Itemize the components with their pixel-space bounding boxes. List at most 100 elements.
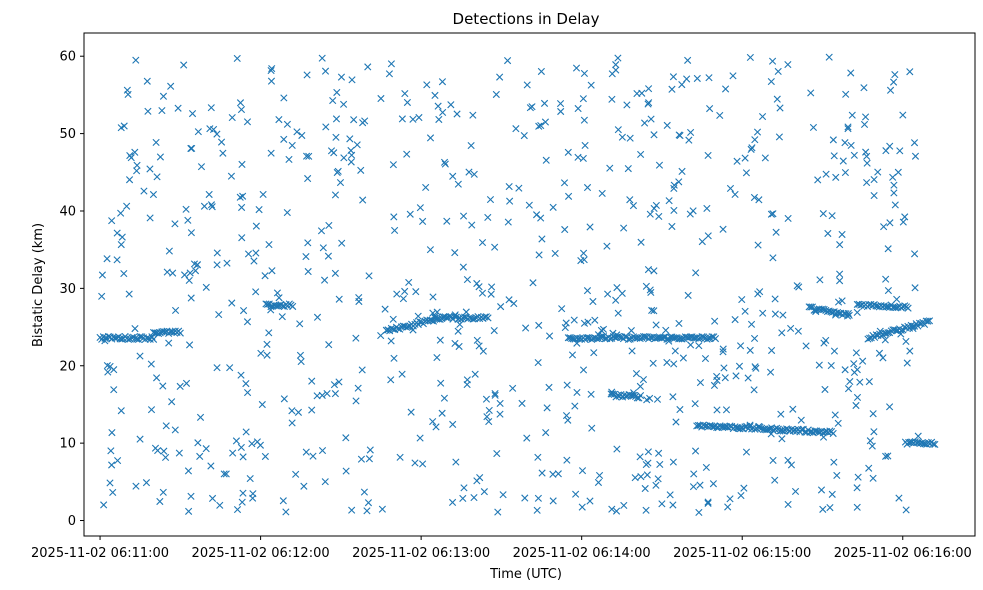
detection-point [302,152,311,160]
detection-point [563,456,571,464]
detection-point [711,317,719,325]
detection-point [632,370,641,378]
detection-point [538,469,546,477]
detection-point [836,241,844,249]
detection-point [107,447,115,455]
detection-point [332,115,341,123]
detection-point [484,213,492,222]
detection-point [644,85,653,93]
detection-point [906,68,914,76]
detection-point [862,148,870,156]
detection-point [608,95,616,103]
detection-point [485,406,493,415]
detection-point [438,409,446,417]
detection-point [580,116,588,124]
detection-point [562,411,571,420]
detection-point [588,424,596,432]
detection-point [120,122,128,130]
detection-point [628,347,636,355]
detection-point [608,505,616,513]
detection-point [578,467,587,475]
detection-point [776,104,784,112]
detection-point [317,227,326,235]
detection-point [698,238,706,246]
detection-point [308,377,316,385]
detection-point [535,321,543,329]
detection-point [391,226,399,235]
detection-point [454,180,462,188]
detection-point [844,385,853,393]
detection-point [491,390,499,398]
detection-point [870,428,878,436]
detection-point [515,184,523,192]
detection-point [535,251,543,259]
detection-point [426,134,435,142]
detection-point [580,319,589,327]
detection-point [196,452,204,460]
y-tick-label: 0 [68,514,76,529]
detection-point [267,77,276,85]
detection-point [719,348,727,356]
detection-point [364,499,373,507]
x-tick-label: 2025-11-02 06:16:00 [834,546,972,561]
detection-point [724,503,732,511]
detection-point [761,154,769,162]
detection-point [641,119,649,127]
detection-point [475,342,483,350]
detection-point [709,480,717,488]
detection-point [769,254,777,262]
detection-point [154,329,163,338]
detection-point [385,70,394,78]
detection-point [859,357,867,365]
detection-point [470,493,478,502]
detection-point [754,241,762,249]
detection-point [874,168,882,176]
detection-point [583,287,592,295]
detection-point [650,131,658,139]
detection-point [305,152,313,160]
detection-point [110,366,118,374]
detection-point [300,482,308,490]
detection-point [159,92,168,100]
detection-point [521,494,529,502]
detection-point [163,268,171,276]
detection-point [460,484,468,492]
detection-point [357,455,366,463]
detection-point [679,354,687,362]
detection-point [819,505,827,513]
detection-point [229,449,237,457]
detection-point [473,336,481,344]
detection-point [533,506,541,514]
detection-point [98,271,107,279]
detection-point [750,193,759,202]
detection-point [747,320,756,328]
detection-point [125,290,133,298]
detection-point [434,102,442,110]
detection-point [663,121,671,129]
detection-point [208,494,217,502]
detection-point [302,252,310,261]
detection-point [108,461,116,469]
detection-point [329,96,337,105]
detection-point [574,153,582,161]
detection-point [378,505,386,513]
detection-point [534,358,542,367]
detection-point [797,416,805,424]
detection-point [509,384,517,392]
detection-point [339,100,348,108]
detection-point [108,429,116,437]
detection-point [143,77,151,85]
detection-point [868,442,876,450]
detection-point [759,309,767,317]
detection-point [848,111,856,119]
detection-point [861,113,870,121]
detection-point [613,284,621,292]
detection-point [879,354,887,362]
detection-point [398,115,406,123]
detection-point [689,483,698,491]
detection-point [642,506,650,514]
detection-point [298,131,306,140]
detection-point [149,190,158,199]
detection-point [669,458,677,466]
detection-point [891,201,899,209]
